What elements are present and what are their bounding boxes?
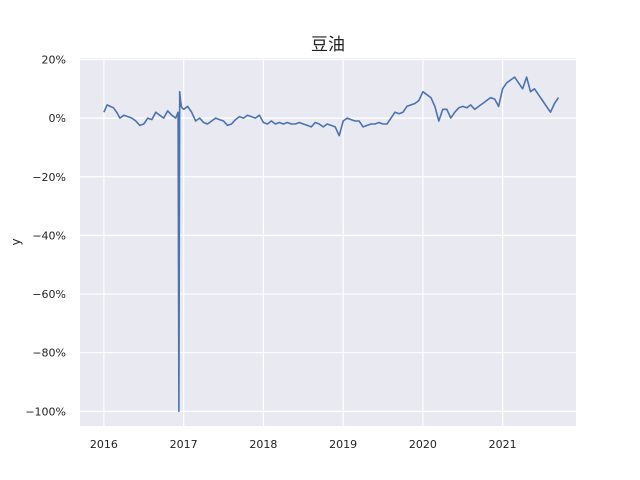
y-tick-label: −40% (32, 229, 66, 242)
x-tick-label: 2018 (249, 438, 277, 451)
series-line (103, 76, 560, 413)
chart-title: 豆油 (311, 35, 345, 55)
y-tick-label: −20% (32, 171, 66, 184)
y-axis-ticks: 20% 0% −20% −40% −60% −80% −100% (25, 53, 66, 418)
series-group (103, 76, 560, 413)
y-tick-label: −80% (32, 347, 66, 360)
y-tick-label: −100% (25, 405, 66, 418)
y-tick-label: −60% (32, 288, 66, 301)
plot-area (80, 58, 576, 426)
x-tick-label: 2016 (90, 438, 118, 451)
y-axis-label: y (9, 238, 23, 245)
x-tick-label: 2017 (170, 438, 198, 451)
x-axis-ticks: 2016 2017 2018 2019 2020 2021 (90, 438, 517, 451)
x-tick-label: 2021 (489, 438, 517, 451)
x-tick-label: 2019 (329, 438, 357, 451)
x-tick-label: 2020 (409, 438, 437, 451)
y-tick-label: 20% (42, 53, 66, 66)
y-tick-label: 0% (49, 112, 66, 125)
